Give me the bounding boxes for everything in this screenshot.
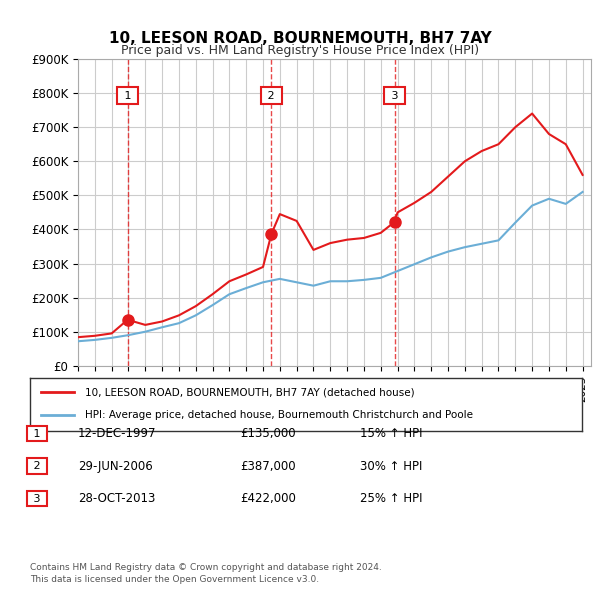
Text: 3: 3	[388, 91, 401, 101]
Text: 10, LEESON ROAD, BOURNEMOUTH, BH7 7AY: 10, LEESON ROAD, BOURNEMOUTH, BH7 7AY	[109, 31, 491, 46]
Text: 25% ↑ HPI: 25% ↑ HPI	[360, 492, 422, 505]
Text: 30% ↑ HPI: 30% ↑ HPI	[360, 460, 422, 473]
Text: HPI: Average price, detached house, Bournemouth Christchurch and Poole: HPI: Average price, detached house, Bour…	[85, 410, 473, 419]
Text: 2: 2	[30, 461, 44, 471]
Text: This data is licensed under the Open Government Licence v3.0.: This data is licensed under the Open Gov…	[30, 575, 319, 584]
Text: 28-OCT-2013: 28-OCT-2013	[78, 492, 155, 505]
Text: 1: 1	[121, 91, 134, 101]
Text: £135,000: £135,000	[240, 427, 296, 440]
Text: Price paid vs. HM Land Registry's House Price Index (HPI): Price paid vs. HM Land Registry's House …	[121, 44, 479, 57]
Text: 29-JUN-2006: 29-JUN-2006	[78, 460, 153, 473]
Text: 3: 3	[30, 494, 44, 503]
Text: Contains HM Land Registry data © Crown copyright and database right 2024.: Contains HM Land Registry data © Crown c…	[30, 563, 382, 572]
Text: 12-DEC-1997: 12-DEC-1997	[78, 427, 157, 440]
Text: 10, LEESON ROAD, BOURNEMOUTH, BH7 7AY (detached house): 10, LEESON ROAD, BOURNEMOUTH, BH7 7AY (d…	[85, 388, 415, 398]
Text: £422,000: £422,000	[240, 492, 296, 505]
Text: £387,000: £387,000	[240, 460, 296, 473]
Text: 1: 1	[30, 429, 44, 438]
Text: 2: 2	[265, 91, 278, 101]
Text: 15% ↑ HPI: 15% ↑ HPI	[360, 427, 422, 440]
